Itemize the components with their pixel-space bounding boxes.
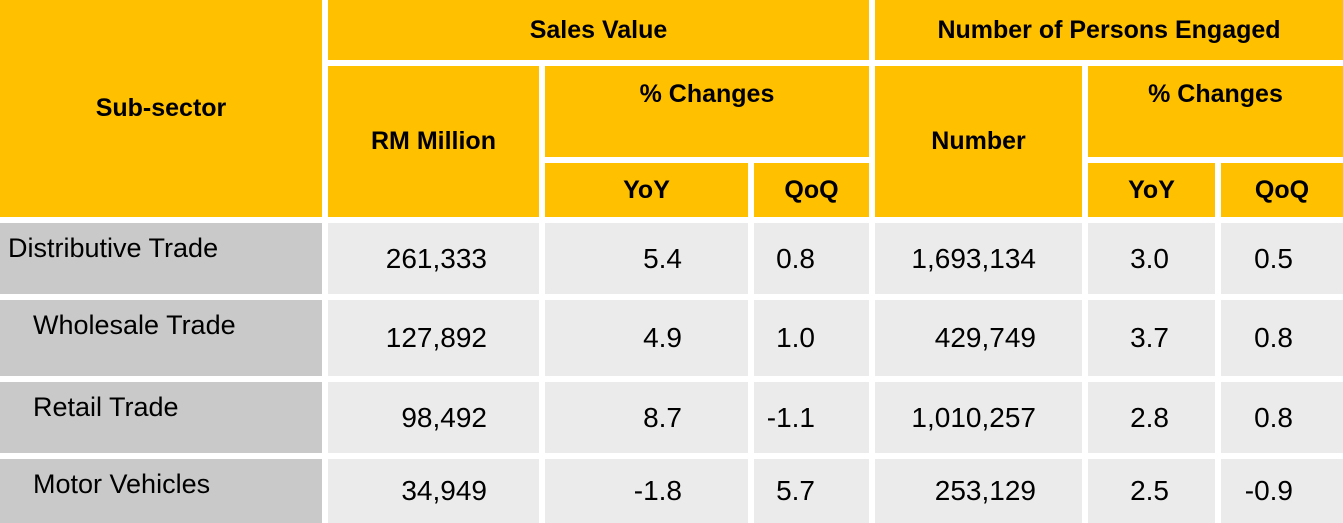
cell-persons-number: 1,010,257 (875, 382, 1082, 453)
cell-persons-qoq: 0.5 (1221, 223, 1343, 294)
cell-sales-rm: 98,492 (328, 382, 539, 453)
cell-persons-yoy: 3.7 (1088, 300, 1215, 376)
header-yoy-persons: YoY (1088, 163, 1215, 217)
cell-sales-yoy: 5.4 (545, 223, 748, 294)
header-sales-value: Sales Value (328, 0, 869, 60)
row-label-retail-trade: Retail Trade (0, 382, 322, 453)
header-persons-engaged: Number of Persons Engaged (875, 0, 1343, 60)
cell-sales-yoy: 4.9 (545, 300, 748, 376)
header-sub-sector: Sub-sector (0, 0, 322, 217)
header-pct-changes-sales: % Changes (545, 66, 869, 157)
header-qoq-sales: QoQ (754, 163, 869, 217)
row-label-distributive-trade: Distributive Trade (0, 223, 322, 294)
cell-sales-rm: 261,333 (328, 223, 539, 294)
cell-sales-qoq: 1.0 (754, 300, 869, 376)
header-yoy-sales: YoY (545, 163, 748, 217)
cell-sales-qoq: -1.1 (754, 382, 869, 453)
cell-persons-qoq: 0.8 (1221, 382, 1343, 453)
header-qoq-persons: QoQ (1221, 163, 1343, 217)
cell-sales-rm: 34,949 (328, 459, 539, 523)
cell-persons-number: 1,693,134 (875, 223, 1082, 294)
cell-sales-rm: 127,892 (328, 300, 539, 376)
header-number: Number (875, 66, 1082, 217)
cell-persons-number: 253,129 (875, 459, 1082, 523)
row-label-motor-vehicles: Motor Vehicles (0, 459, 322, 523)
cell-sales-qoq: 5.7 (754, 459, 869, 523)
cell-sales-yoy: -1.8 (545, 459, 748, 523)
cell-persons-qoq: -0.9 (1221, 459, 1343, 523)
cell-sales-qoq: 0.8 (754, 223, 869, 294)
cell-persons-yoy: 2.5 (1088, 459, 1215, 523)
cell-persons-qoq: 0.8 (1221, 300, 1343, 376)
header-rm-million: RM Million (328, 66, 539, 217)
cell-persons-number: 429,749 (875, 300, 1082, 376)
cell-persons-yoy: 3.0 (1088, 223, 1215, 294)
row-label-wholesale-trade: Wholesale Trade (0, 300, 322, 376)
cell-sales-yoy: 8.7 (545, 382, 748, 453)
cell-persons-yoy: 2.8 (1088, 382, 1215, 453)
header-pct-changes-persons: % Changes (1088, 66, 1343, 157)
